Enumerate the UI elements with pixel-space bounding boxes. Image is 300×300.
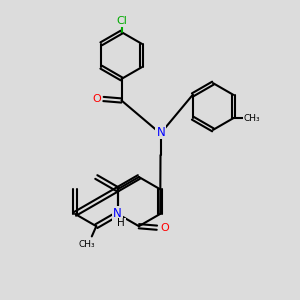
Text: CH₃: CH₃ (78, 240, 95, 249)
Text: H: H (117, 218, 125, 229)
Text: N: N (113, 207, 122, 220)
Text: O: O (92, 94, 101, 104)
Text: N: N (156, 125, 165, 139)
Text: O: O (160, 223, 169, 233)
Text: Cl: Cl (116, 16, 127, 26)
Text: CH₃: CH₃ (244, 114, 260, 123)
